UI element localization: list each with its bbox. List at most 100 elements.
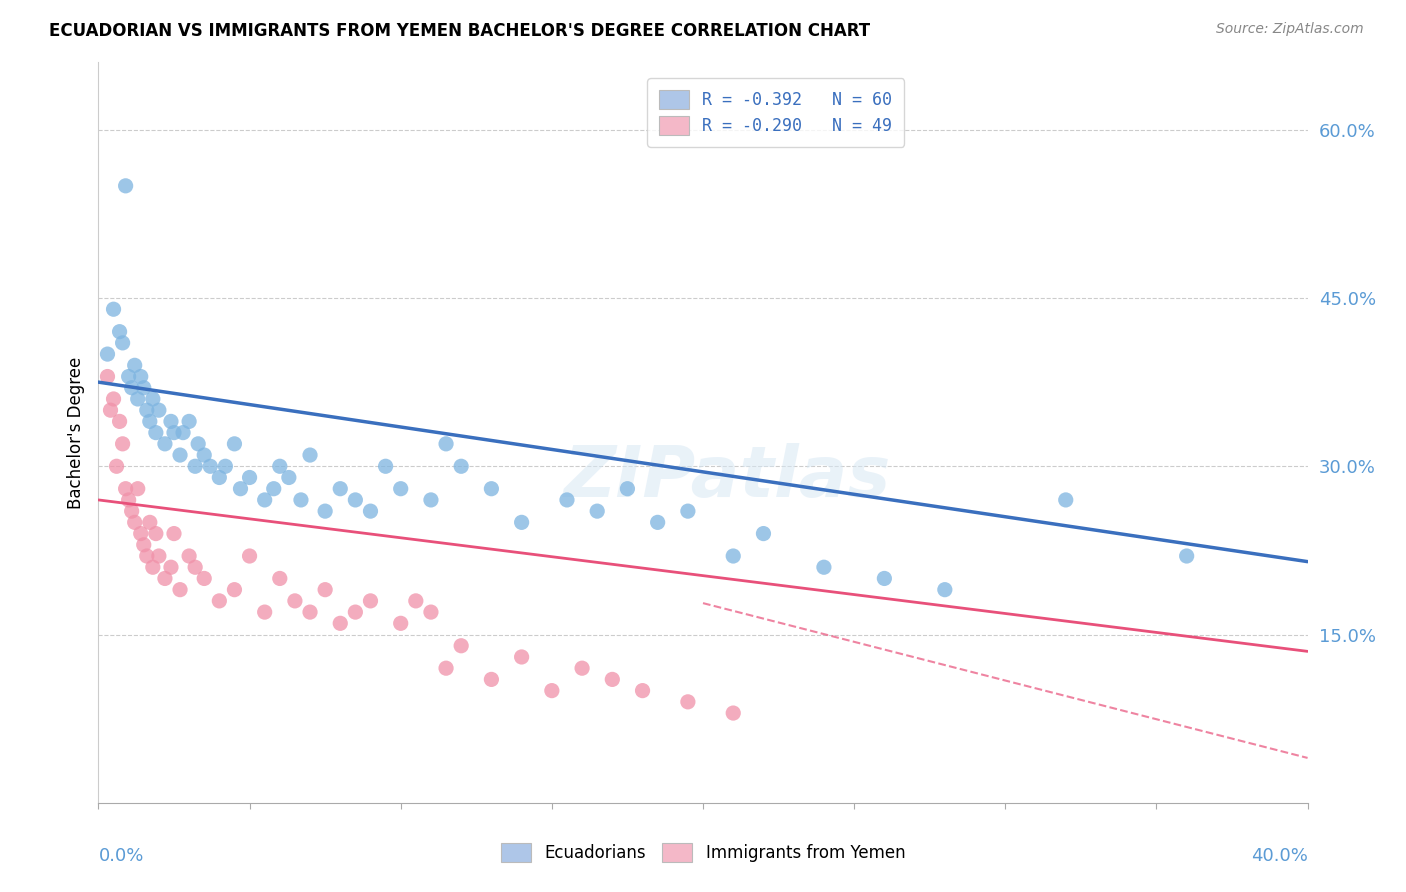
Point <box>405 594 427 608</box>
Point <box>153 571 176 585</box>
Point <box>1054 492 1077 507</box>
Point <box>224 437 246 451</box>
Point <box>329 616 352 631</box>
Point <box>389 482 412 496</box>
Point <box>142 392 165 406</box>
Point <box>135 403 157 417</box>
Point <box>1175 549 1198 563</box>
Point <box>239 470 262 484</box>
Point <box>269 459 291 474</box>
Point <box>229 482 252 496</box>
Point <box>239 549 262 563</box>
Point <box>96 347 118 361</box>
Point <box>105 459 128 474</box>
Point <box>114 482 136 496</box>
Point <box>269 571 291 585</box>
Point <box>132 381 155 395</box>
Point <box>142 560 165 574</box>
Point <box>481 673 503 687</box>
Point <box>253 492 276 507</box>
Point <box>135 549 157 563</box>
Point <box>434 661 457 675</box>
Point <box>813 560 835 574</box>
Point <box>163 425 186 440</box>
Point <box>450 459 472 474</box>
Point <box>299 605 322 619</box>
Point <box>752 526 775 541</box>
Point <box>145 425 167 440</box>
Point <box>124 359 146 373</box>
Point <box>277 470 299 484</box>
Point <box>263 482 285 496</box>
Point <box>374 459 396 474</box>
Point <box>193 448 215 462</box>
Point <box>208 594 231 608</box>
Point <box>129 526 152 541</box>
Point <box>344 492 367 507</box>
Point <box>127 392 149 406</box>
Point <box>224 582 246 597</box>
Point <box>179 549 201 563</box>
Point <box>184 560 207 574</box>
Point <box>187 437 209 451</box>
Point <box>299 448 322 462</box>
Text: ECUADORIAN VS IMMIGRANTS FROM YEMEN BACHELOR'S DEGREE CORRELATION CHART: ECUADORIAN VS IMMIGRANTS FROM YEMEN BACH… <box>49 22 870 40</box>
Y-axis label: Bachelor's Degree: Bachelor's Degree <box>66 357 84 508</box>
Point <box>111 335 134 350</box>
Point <box>510 650 533 665</box>
Point <box>208 470 231 484</box>
Point <box>420 605 443 619</box>
Text: 40.0%: 40.0% <box>1251 847 1308 865</box>
Point <box>103 302 125 317</box>
Point <box>214 459 236 474</box>
Point <box>284 594 307 608</box>
Point <box>314 582 336 597</box>
Point <box>329 482 352 496</box>
Point <box>160 414 183 428</box>
Point <box>314 504 336 518</box>
Point <box>420 492 443 507</box>
Point <box>934 582 956 597</box>
Point <box>111 437 134 451</box>
Point <box>184 459 207 474</box>
Point <box>96 369 118 384</box>
Point <box>571 661 593 675</box>
Text: ZIPatlas: ZIPatlas <box>564 442 891 511</box>
Point <box>873 571 896 585</box>
Point <box>108 414 131 428</box>
Point <box>132 538 155 552</box>
Point <box>121 381 143 395</box>
Point <box>148 403 170 417</box>
Point <box>586 504 609 518</box>
Point <box>723 549 745 563</box>
Point <box>103 392 125 406</box>
Point <box>169 582 191 597</box>
Point <box>114 178 136 193</box>
Point <box>100 403 122 417</box>
Point <box>124 516 146 530</box>
Point <box>344 605 367 619</box>
Point <box>179 414 201 428</box>
Point <box>676 695 699 709</box>
Legend: Ecuadorians, Immigrants from Yemen: Ecuadorians, Immigrants from Yemen <box>494 836 912 869</box>
Point <box>129 369 152 384</box>
Point <box>163 526 186 541</box>
Point <box>360 504 382 518</box>
Point <box>647 516 669 530</box>
Point <box>434 437 457 451</box>
Point <box>360 594 382 608</box>
Point <box>723 706 745 720</box>
Text: Source: ZipAtlas.com: Source: ZipAtlas.com <box>1216 22 1364 37</box>
Point <box>602 673 624 687</box>
Point <box>193 571 215 585</box>
Point <box>450 639 472 653</box>
Point <box>108 325 131 339</box>
Point <box>169 448 191 462</box>
Point <box>290 492 312 507</box>
Point <box>172 425 194 440</box>
Point <box>118 492 141 507</box>
Point <box>510 516 533 530</box>
Point <box>253 605 276 619</box>
Point <box>540 683 562 698</box>
Point <box>200 459 222 474</box>
